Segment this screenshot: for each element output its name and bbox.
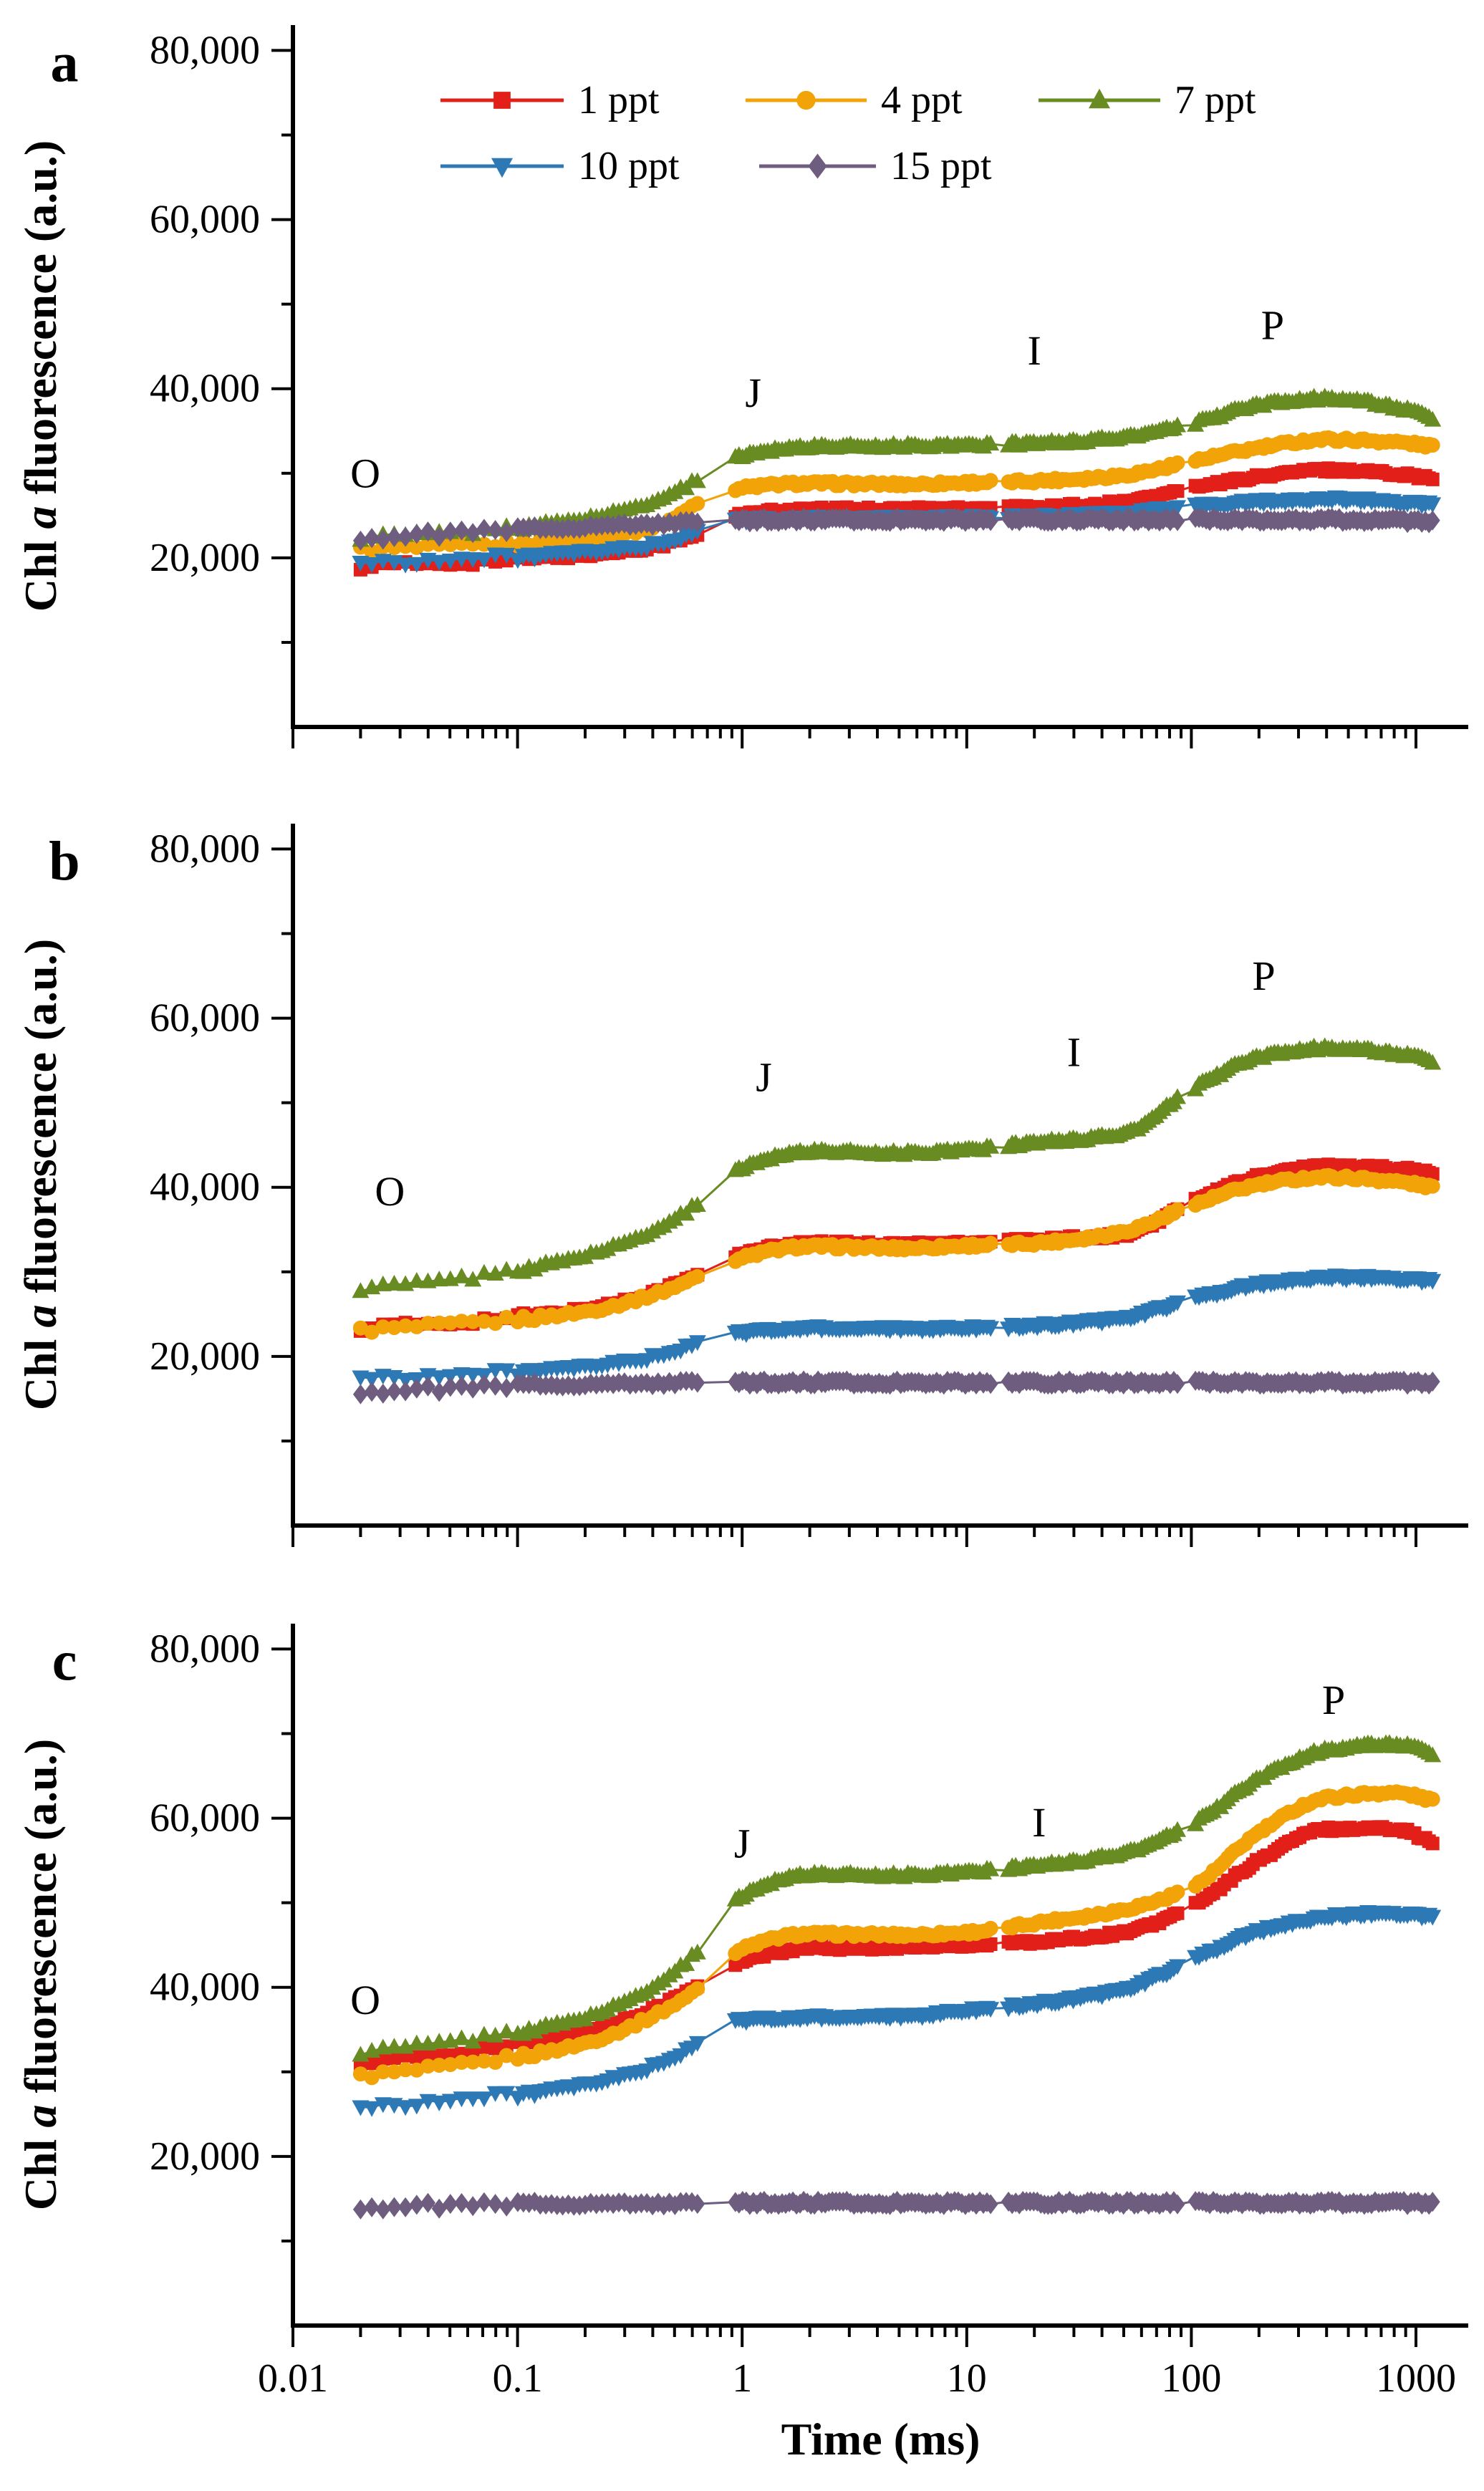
panel-c: 20,000 40,000 60,000 80,000 0.01 0.1 1 10 100 100… — [15, 1624, 1468, 2464]
series-markers-15ppt-panel-b — [352, 1370, 1440, 1404]
legend-item-10ppt: 10 ppt — [440, 144, 680, 188]
series-markers-1ppt-panel-c — [353, 1820, 1440, 2074]
series-markers-15ppt-panel-a — [352, 507, 1440, 551]
legend-marker-circle-icon — [796, 90, 816, 110]
y-tick-label: 80,000 — [150, 1627, 260, 1671]
peak-label-P-panel-a: P — [1261, 302, 1284, 349]
y-tick-label: 40,000 — [150, 1965, 260, 2010]
y-tick-label: 60,000 — [150, 1796, 260, 1841]
series-markers-10ppt-panel-b — [352, 1268, 1442, 1389]
legend-label-15ppt: 15 ppt — [890, 144, 992, 188]
legend-label-10ppt: 10 ppt — [578, 144, 680, 188]
peak-label-O-panel-b: O — [375, 1168, 405, 1215]
y-tick-label: 20,000 — [150, 536, 260, 580]
panel-b: 20,000 40,000 60,000 80,000 Chl a fluorescen… — [15, 824, 1468, 1547]
panel-letter-a: a — [51, 32, 79, 94]
y-tick-label: 60,000 — [150, 198, 260, 242]
y-tick-label: 40,000 — [150, 367, 260, 411]
panel-letter-b: b — [49, 830, 80, 892]
panel-a: 20,000 40,000 60,000 80,000 Chl a fluorescen… — [15, 25, 1468, 748]
legend-marker-diamond-icon — [808, 153, 827, 179]
legend-marker-square-icon — [493, 92, 511, 109]
legend-item-4ppt: 4 ppt — [746, 78, 963, 122]
peak-label-P-panel-c: P — [1322, 1677, 1345, 1723]
panel-letter-c: c — [52, 1630, 77, 1692]
x-tick-label: 1 — [732, 2356, 752, 2401]
y-axis-title: Chl a fluorescence (a.u.) — [15, 140, 66, 612]
legend-item-1ppt: 1 ppt — [440, 78, 660, 122]
legend: 1 ppt 4 ppt 7 ppt 10 ppt 15 ppt — [440, 78, 1256, 188]
y-tick-label: 80,000 — [150, 827, 260, 871]
x-tick-label: 10 — [947, 2356, 987, 2401]
series-markers-7ppt-panel-b — [352, 1037, 1442, 1298]
x-tick-label: 100 — [1161, 2356, 1221, 2401]
y-axis-title: Chl a fluorescence (a.u.) — [15, 1739, 66, 2210]
legend-item-15ppt: 15 ppt — [759, 144, 992, 188]
series-markers-10ppt-panel-c — [352, 1905, 1442, 2117]
x-tick-label: 0.01 — [258, 2356, 328, 2401]
y-tick-label: 20,000 — [150, 2134, 260, 2179]
legend-label-1ppt: 1 ppt — [578, 78, 660, 122]
series-markers-4ppt-panel-c — [352, 1784, 1440, 2086]
series-markers-7ppt-panel-a — [352, 387, 1442, 547]
legend-marker-triangle-up-icon — [1089, 88, 1110, 109]
peak-label-O-panel-c: O — [350, 1977, 380, 2023]
y-tick-label: 40,000 — [150, 1165, 260, 1210]
peak-label-I-panel-a: I — [1028, 327, 1041, 374]
y-tick-label: 80,000 — [150, 28, 260, 72]
legend-marker-triangle-down-icon — [491, 158, 513, 178]
x-tick-label: 1000 — [1376, 2356, 1456, 2401]
legend-label-7ppt: 7 ppt — [1175, 78, 1256, 122]
peak-label-O-panel-a: O — [350, 450, 380, 496]
legend-item-7ppt: 7 ppt — [1039, 78, 1256, 122]
series-markers-4ppt-panel-b — [352, 1167, 1440, 1340]
peak-label-J-panel-a: J — [745, 370, 761, 416]
x-axis-title: Time (ms) — [781, 2414, 980, 2464]
y-axis-title: Chl a fluorescence (a.u.) — [15, 939, 66, 1410]
peak-label-J-panel-b: J — [756, 1054, 772, 1101]
peak-label-P-panel-b: P — [1252, 953, 1275, 999]
legend-label-4ppt: 4 ppt — [881, 78, 963, 122]
peak-label-I-panel-c: I — [1032, 1799, 1046, 1846]
y-tick-label: 60,000 — [150, 996, 260, 1041]
y-tick-label: 20,000 — [150, 1334, 260, 1379]
series-markers-15ppt-panel-c — [352, 2190, 1440, 2220]
x-tick-label: 0.1 — [493, 2356, 543, 2401]
peak-label-J-panel-c: J — [734, 1820, 751, 1866]
peak-label-I-panel-b: I — [1067, 1028, 1081, 1075]
